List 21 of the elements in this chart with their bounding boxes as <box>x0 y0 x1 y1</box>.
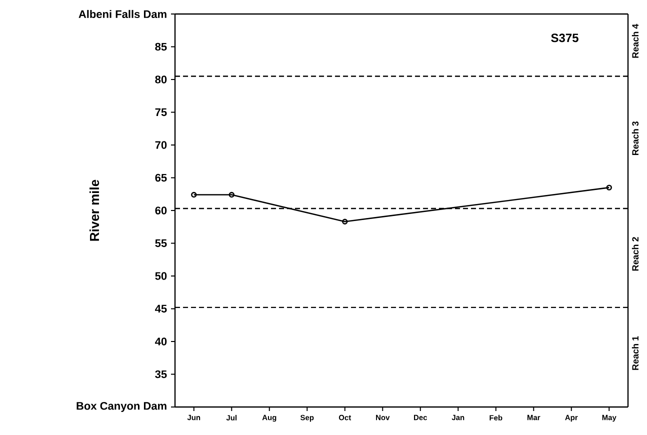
text: Reach 4 <box>632 24 639 58</box>
y-tick-label: Albeni Falls Dam <box>78 10 166 18</box>
y-tick-label: 80 <box>155 76 167 84</box>
point <box>228 192 234 198</box>
annotation: S375 <box>551 34 578 42</box>
text: Reach 2 <box>632 237 639 271</box>
y-tick-label: 50 <box>155 272 167 280</box>
y-axis-title: River mile <box>90 180 100 241</box>
y-tick-label: 35 <box>155 370 167 378</box>
y-tick-label: 45 <box>155 304 167 313</box>
y-tick-label: 85 <box>155 42 167 51</box>
y-tick-label: 40 <box>155 338 167 346</box>
text: Reach 1 <box>632 336 639 370</box>
point <box>342 218 348 224</box>
y-tick-label: 60 <box>155 206 167 214</box>
y-tick-label: 70 <box>155 141 167 149</box>
y-tick-label: 55 <box>155 239 167 248</box>
text: Reach 3 <box>632 121 639 156</box>
y-tick-label: Box Canyon Dam <box>76 402 166 412</box>
y-tick-label: 75 <box>155 108 167 116</box>
y-tick-label: 65 <box>155 174 167 182</box>
